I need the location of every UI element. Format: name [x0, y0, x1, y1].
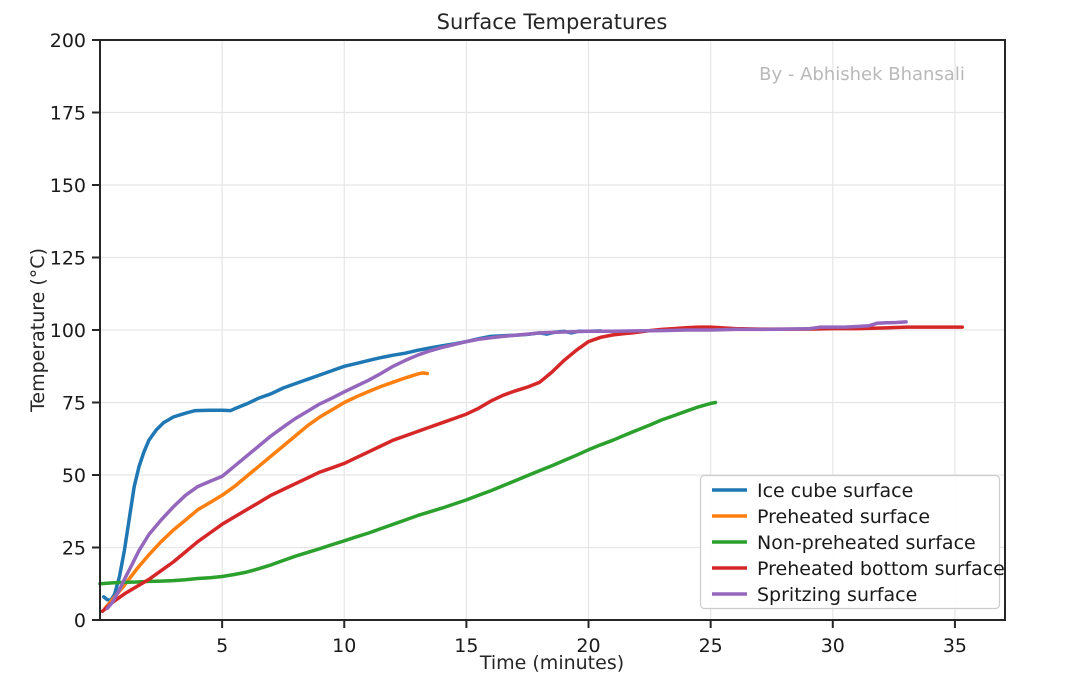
- legend-label: Preheated bottom surface: [757, 558, 1005, 580]
- x-tick-label: 25: [699, 635, 723, 657]
- legend-label: Preheated surface: [757, 506, 930, 528]
- y-tick-label: 100: [50, 320, 86, 342]
- y-tick-label: 50: [62, 465, 86, 487]
- legend-box: [699, 474, 1001, 610]
- plot-border: [99, 39, 1006, 621]
- series-line-preheated-surface: [103, 371, 430, 611]
- x-axis-label: Time (minutes): [479, 652, 624, 674]
- x-tick-label: 35: [943, 635, 967, 657]
- x-tick-label: 10: [332, 635, 356, 657]
- x-tick-label: 15: [454, 635, 478, 657]
- y-tick-label: 25: [62, 538, 86, 560]
- y-tick-label: 175: [50, 103, 86, 125]
- chart-title: Surface Temperatures: [437, 10, 668, 34]
- x-tick-label: 30: [821, 635, 845, 657]
- series-line-non-preheated-surface: [98, 400, 718, 586]
- legend-item: Ice cube surface: [712, 480, 913, 502]
- watermark-text: By - Abhishek Bhansali: [759, 64, 965, 85]
- legend-label: Spritzing surface: [757, 584, 917, 606]
- legend-item: Preheated bottom surface: [712, 558, 1005, 580]
- series-line-spritzing-surface: [105, 320, 908, 611]
- axes-layer: 5 10 15 20 25 30 35 0 25 50 75 100 125 150 175 200: [50, 30, 1006, 657]
- x-tick-label: 5: [216, 635, 228, 657]
- y-tick-label: 200: [50, 30, 86, 52]
- legend-item: Non-preheated surface: [712, 532, 976, 554]
- legend-item: Preheated surface: [712, 506, 930, 528]
- y-tick-label: 75: [62, 393, 86, 415]
- y-axis-label: Temperature (°C): [27, 248, 49, 413]
- y-tick-label: 125: [50, 248, 86, 270]
- y-tick-label: 0: [74, 610, 86, 632]
- x-tick-label: 20: [576, 635, 600, 657]
- legend-label: Non-preheated surface: [757, 532, 976, 554]
- legend-item: Spritzing surface: [712, 584, 917, 606]
- series-layer: [98, 320, 965, 614]
- series-line-preheated-bottom-surface: [100, 325, 965, 614]
- legend-label: Ice cube surface: [757, 480, 913, 502]
- y-tick-label: 150: [50, 175, 86, 197]
- legend: Ice cube surface Preheated surface Non-pre…: [699, 474, 1005, 610]
